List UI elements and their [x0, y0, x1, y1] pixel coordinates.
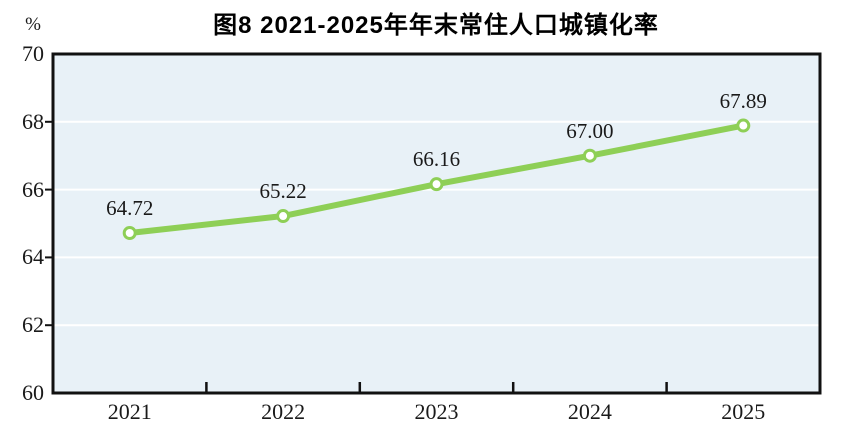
plot-area-border — [51, 52, 822, 395]
data-point-marker — [276, 209, 291, 224]
data-point-marker — [736, 118, 751, 133]
data-point-marker — [122, 225, 137, 240]
data-point-label: 64.72 — [106, 195, 154, 220]
y-axis-tick-label: 68 — [22, 108, 44, 134]
x-axis-tick-label: 2023 — [414, 399, 459, 424]
data-point-marker — [582, 148, 597, 163]
x-axis-tick-label: 2021 — [107, 399, 152, 424]
data-point-label: 67.89 — [719, 88, 767, 113]
y-axis-tick-label: 70 — [22, 41, 44, 66]
data-point-marker — [429, 177, 444, 192]
y-axis-tick-label: 60 — [22, 380, 44, 405]
data-point-label: 65.22 — [259, 179, 307, 204]
chart-title: 图8 2021-2025年年末常住人口城镇化率 — [213, 12, 659, 39]
x-axis-tick-label: 2025 — [721, 399, 766, 424]
x-axis-tick-label: 2022 — [261, 399, 306, 424]
y-axis-unit-label: % — [25, 14, 41, 35]
x-axis-tick-label: 2024 — [567, 399, 612, 424]
data-point-label: 66.16 — [412, 147, 461, 172]
y-axis-tick-label: 66 — [22, 176, 44, 202]
y-axis-tick-label: 62 — [22, 312, 44, 338]
y-axis-tick-label: 64 — [22, 244, 44, 270]
plot-area-background — [53, 54, 820, 393]
data-point-label: 67.00 — [566, 118, 614, 143]
